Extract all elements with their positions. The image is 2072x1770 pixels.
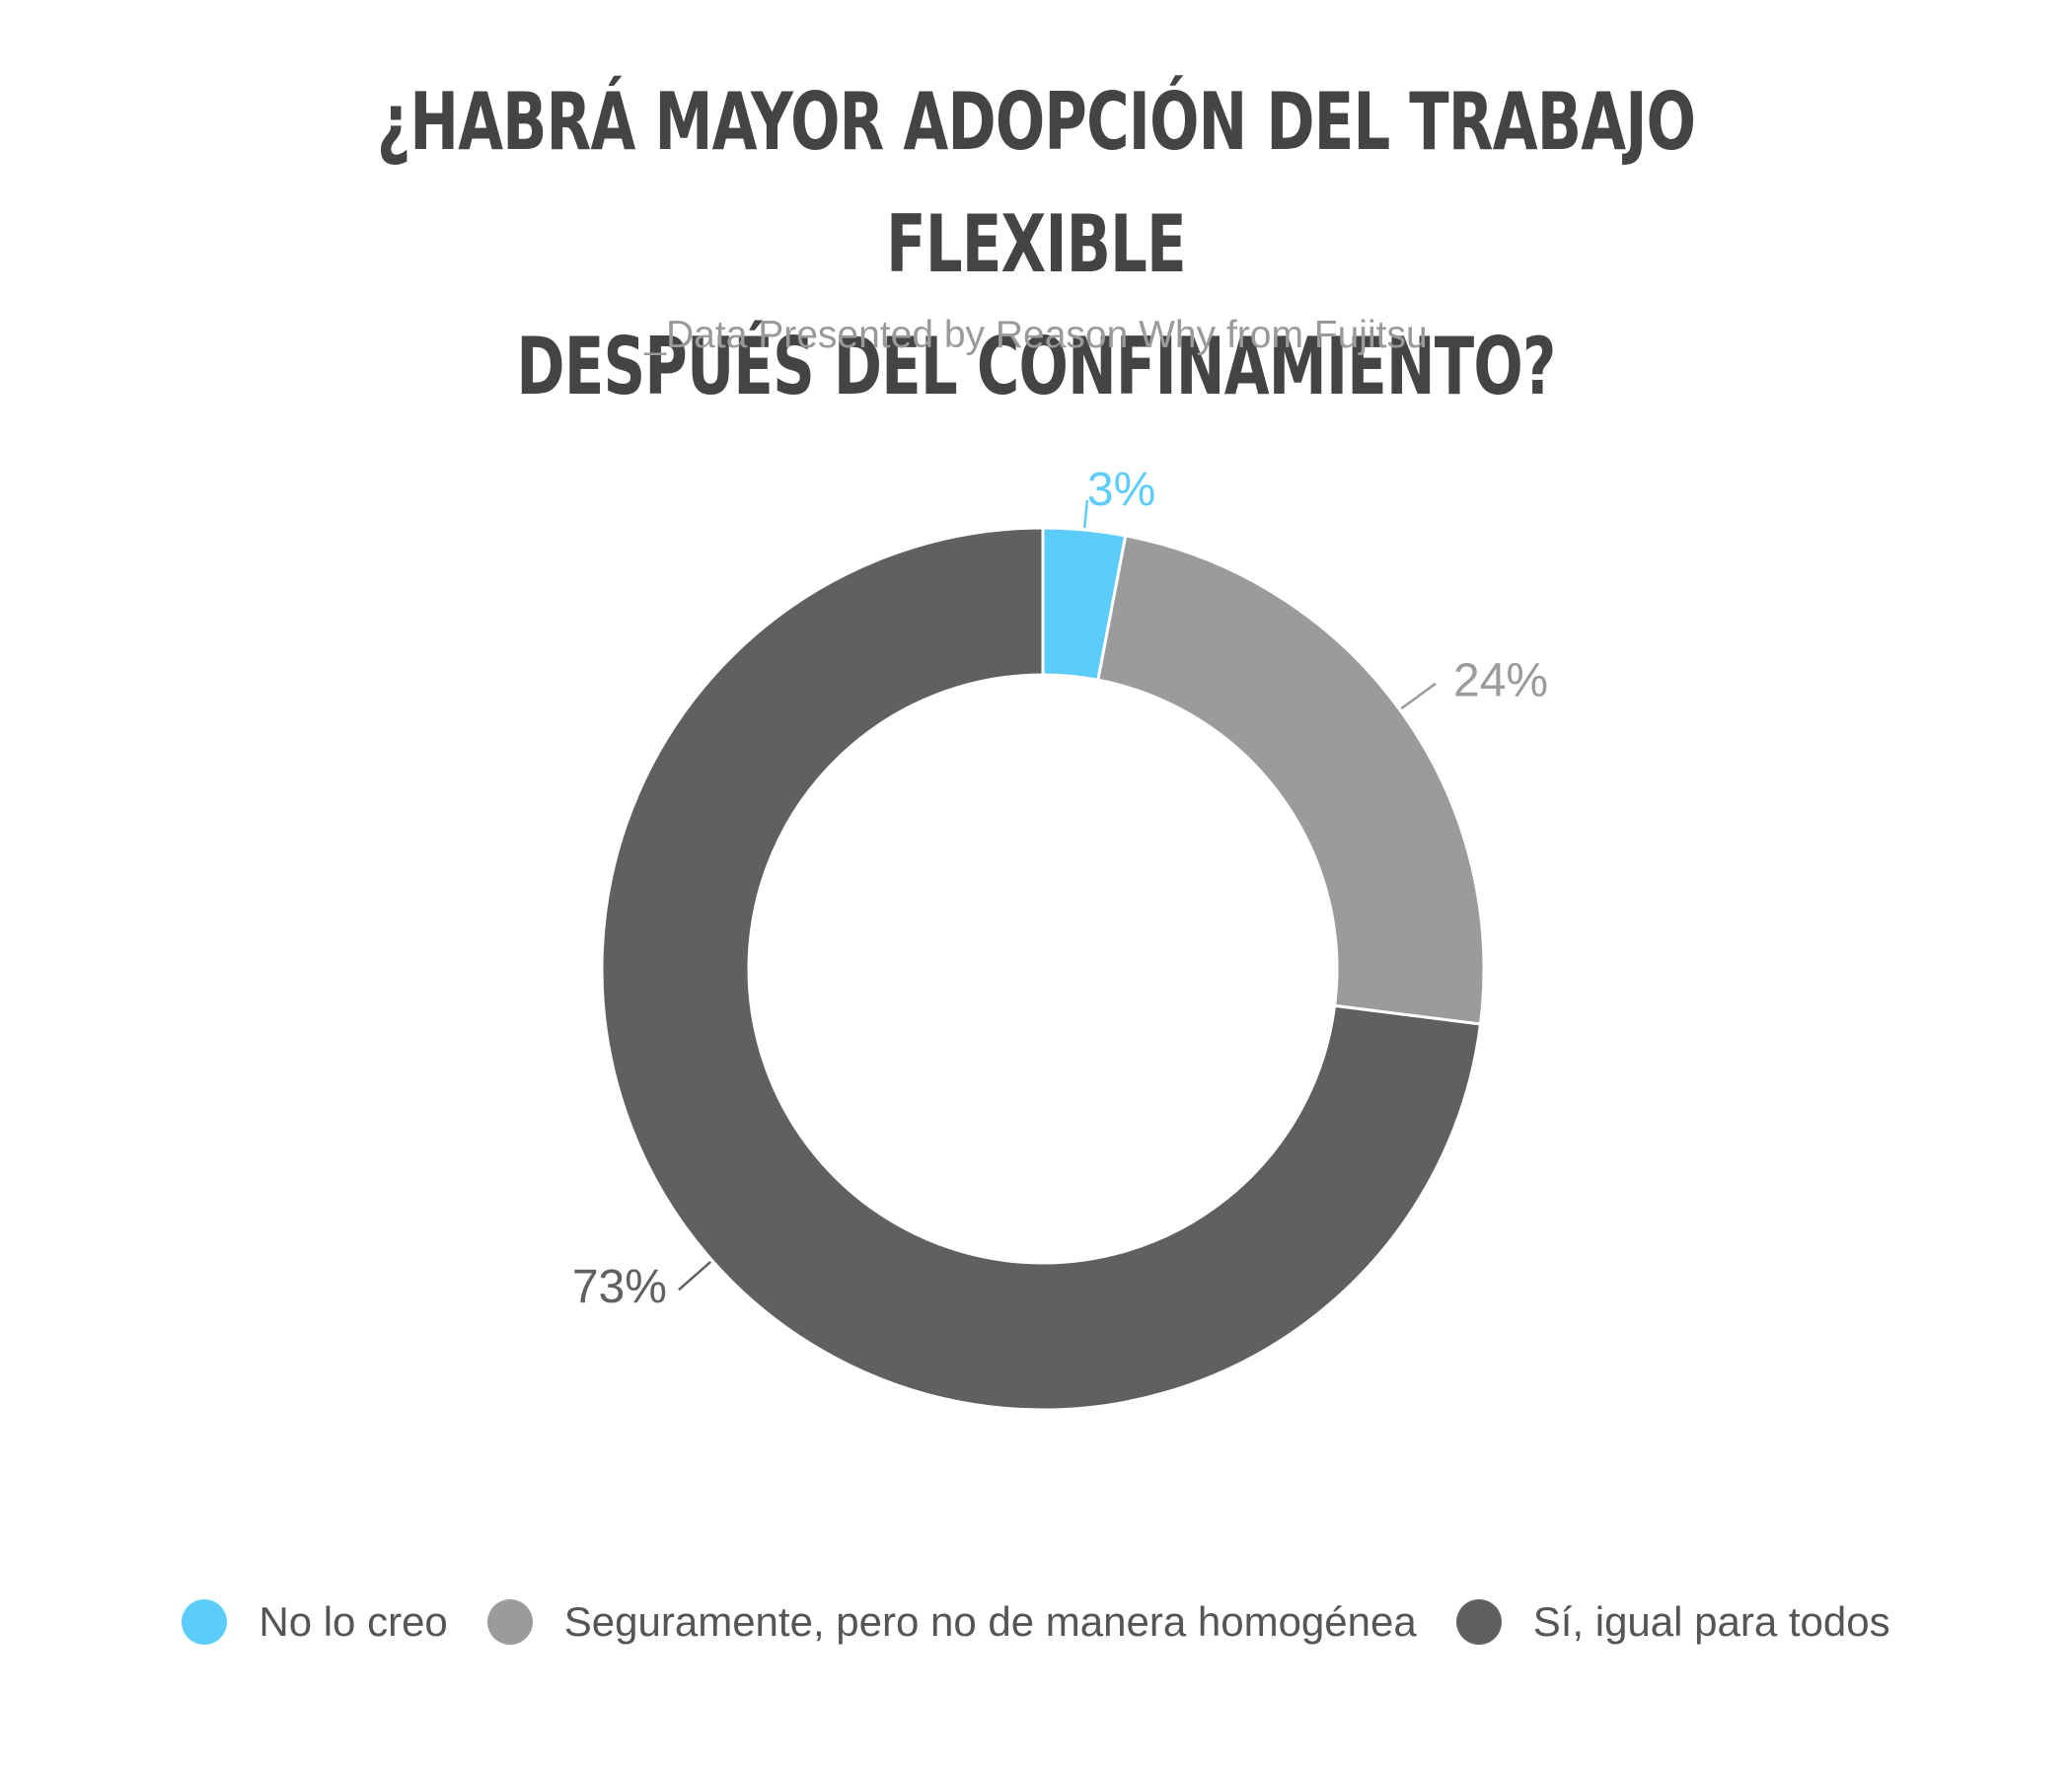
legend-label: Seguramente, pero no de manera homogénea bbox=[563, 1598, 1417, 1645]
legend-swatch bbox=[182, 1599, 228, 1645]
leader-line-0 bbox=[1083, 499, 1089, 529]
leader-line-2 bbox=[678, 1260, 712, 1291]
legend-label: No lo creo bbox=[259, 1598, 448, 1645]
legend-label: Sí, igual para todos bbox=[1532, 1598, 1890, 1645]
leader-line-1 bbox=[1400, 682, 1437, 710]
chart-title: ¿HABRÁ MAYOR ADOPCIÓN DEL TRABAJO FLEXIB… bbox=[269, 61, 1803, 428]
chart-title-line-1: ¿HABRÁ MAYOR ADOPCIÓN DEL TRABAJO FLEXIB… bbox=[376, 76, 1696, 290]
data-label-1: 24% bbox=[1453, 654, 1548, 706]
chart-legend: No lo creo Seguramente, pero no de maner… bbox=[0, 1598, 2072, 1646]
legend-item-no-lo-creo: No lo creo bbox=[182, 1598, 448, 1646]
legend-swatch bbox=[486, 1599, 533, 1645]
chart-title-line-2: DESPUÉS DEL CONFINAMIENTO? bbox=[516, 321, 1556, 412]
legend-item-seguramente: Seguramente, pero no de manera homogénea bbox=[486, 1598, 1417, 1646]
chart-subtitle: _Data Presented by Reason Why from Fujit… bbox=[644, 314, 1428, 356]
legend-item-si-igual: Sí, igual para todos bbox=[1455, 1598, 1890, 1646]
donut-slice-1 bbox=[1096, 534, 1486, 1026]
data-label-2: 73% bbox=[572, 1261, 667, 1313]
donut-slice-2 bbox=[600, 526, 1483, 1412]
data-label-0: 3% bbox=[1087, 464, 1155, 516]
legend-swatch bbox=[1455, 1599, 1502, 1645]
